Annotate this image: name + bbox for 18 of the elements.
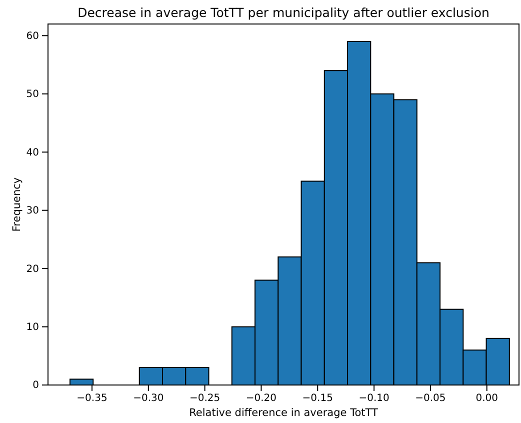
y-tick-label: 0 bbox=[32, 380, 39, 392]
x-tick-label: −0.10 bbox=[358, 393, 390, 404]
y-tick-label: 30 bbox=[26, 206, 39, 217]
x-tick-label: 0.00 bbox=[476, 393, 498, 404]
y-tick-label: 60 bbox=[26, 30, 39, 42]
x-tick-label: −0.35 bbox=[76, 393, 108, 404]
y-tick-label: 10 bbox=[26, 322, 39, 333]
y-tick-label: 20 bbox=[26, 264, 39, 275]
x-axis-title: Relative difference in average TotTT bbox=[189, 407, 378, 419]
x-tick-label: −0.25 bbox=[189, 393, 220, 404]
x-tick-label: −0.30 bbox=[133, 393, 164, 404]
x-tick-label: −0.05 bbox=[415, 393, 446, 404]
x-tick-label: −0.20 bbox=[246, 393, 277, 404]
x-tick-label: −0.15 bbox=[302, 393, 333, 404]
chart-title: Decrease in average TotTT per municipality after outlier exclusion bbox=[78, 5, 490, 20]
y-axis-title: Frequency bbox=[11, 177, 23, 232]
y-tick-label: 40 bbox=[26, 147, 39, 158]
y-tick-label: 50 bbox=[26, 89, 39, 100]
